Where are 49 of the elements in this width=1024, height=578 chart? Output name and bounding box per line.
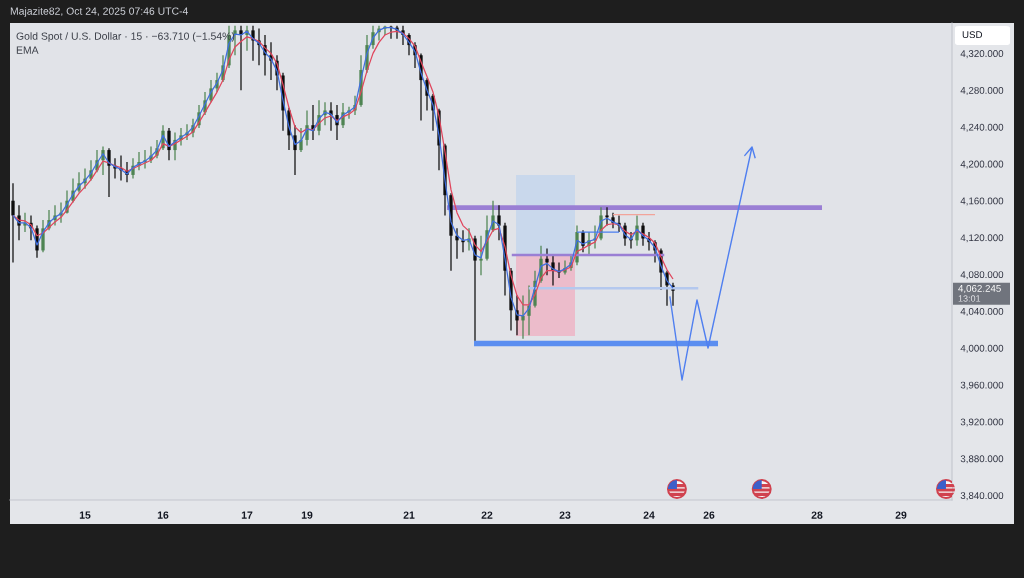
- x-tick-label: 17: [241, 511, 253, 519]
- candlestick: [473, 235, 477, 342]
- x-tick-label: 29: [895, 511, 907, 519]
- x-tick-label: 19: [301, 511, 313, 519]
- candlestick: [77, 171, 81, 194]
- candlestick: [329, 101, 333, 132]
- candlestick: [11, 182, 15, 264]
- y-tick-label: 4,200.000: [960, 160, 1004, 169]
- y-tick-label: 4,280.000: [960, 86, 1004, 95]
- candlestick: [233, 25, 237, 56]
- text: 13:01: [958, 295, 981, 302]
- candlestick: [41, 219, 45, 253]
- y-tick-label: 3,880.000: [960, 455, 1004, 464]
- candlestick: [467, 227, 471, 252]
- y-tick-label: 4,160.000: [960, 197, 1004, 206]
- y-tick-label: 4,240.000: [960, 123, 1004, 132]
- candlestick: [293, 124, 297, 176]
- candlestick: [299, 127, 303, 153]
- candlestick: [545, 247, 549, 276]
- text: Majazite82, Oct 24, 2025 07:46 UTC-4: [10, 7, 189, 17]
- y-tick-label: 4,120.000: [960, 234, 1004, 243]
- text: USD: [962, 31, 983, 39]
- annotation: EMA: [16, 46, 39, 54]
- candlestick: [239, 25, 243, 91]
- candlestick: [305, 109, 309, 147]
- candlestick: [497, 204, 501, 241]
- candlestick: [605, 206, 609, 227]
- y-tick-label: 4,040.000: [960, 307, 1004, 316]
- y-tick-label: 3,960.000: [960, 381, 1004, 390]
- x-tick-label: 24: [643, 511, 655, 519]
- y-tick-label: 3,840.000: [960, 492, 1004, 501]
- candlestick: [251, 25, 255, 62]
- x-tick-label: 23: [559, 511, 571, 519]
- candlestick: [527, 284, 531, 336]
- y-tick-label: 4,320.000: [960, 50, 1004, 59]
- y-tick-label: 3,920.000: [960, 418, 1004, 427]
- x-tick-label: 16: [157, 511, 169, 519]
- x-tick-label: 15: [79, 511, 91, 519]
- text: 4,062.245: [958, 284, 1001, 293]
- candlestick: [107, 147, 111, 198]
- x-tick-label: 22: [481, 511, 493, 519]
- x-tick-label: 28: [811, 511, 823, 519]
- y-tick-label: 4,000.000: [960, 344, 1004, 353]
- candlestick: [167, 127, 171, 161]
- x-tick-label: 21: [403, 511, 415, 519]
- candlestick: [521, 294, 525, 340]
- x-tick-label: 26: [703, 511, 715, 519]
- y-tick-label: 4,080.000: [960, 271, 1004, 280]
- candlestick: [479, 235, 483, 276]
